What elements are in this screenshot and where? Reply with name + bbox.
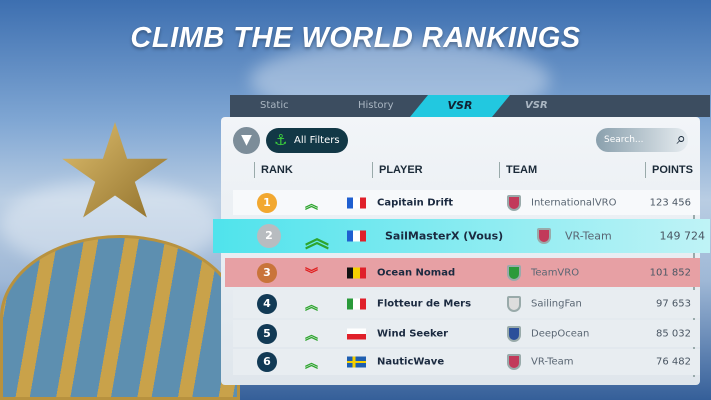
- all-filters-label: All Filters: [294, 135, 340, 146]
- table-row[interactable]: 5 ︽ Wind Seeker DeepOcean 85 032: [233, 320, 700, 347]
- rank-badge: 4: [257, 294, 277, 314]
- chevron-up-icon: ︽: [305, 298, 319, 314]
- search-placeholder: Search...: [604, 135, 644, 145]
- all-filters-button[interactable]: ⚓ All Filters: [266, 128, 348, 153]
- chevron-up-icon: ︽: [305, 224, 329, 253]
- points-value: 101 852: [649, 267, 691, 278]
- rank-badge: 3: [257, 262, 277, 283]
- table-row[interactable]: 6 ︽ NauticWave VR-Team 76 482: [233, 349, 700, 375]
- player-name[interactable]: Wind Seeker: [377, 328, 449, 339]
- tab-history[interactable]: History: [358, 100, 394, 111]
- player-name[interactable]: SailMasterX (Vous): [385, 229, 504, 243]
- rank-badge: 6: [257, 352, 277, 372]
- column-rank[interactable]: RANK: [254, 162, 293, 178]
- column-team[interactable]: TEAM: [499, 162, 537, 178]
- column-points[interactable]: POINTS: [645, 162, 693, 178]
- table-row[interactable]: 3 ︾ Ocean Nomad TeamVRO 101 852: [225, 258, 700, 287]
- points-value: 97 653: [656, 298, 691, 310]
- table-row[interactable]: 4 ︽ Flotteur de Mers SailingFan 97 653: [233, 290, 700, 318]
- chevron-up-icon: ︽: [305, 328, 319, 343]
- column-player[interactable]: PLAYER: [372, 162, 423, 178]
- team-name[interactable]: VR-Team: [531, 356, 574, 368]
- team-name[interactable]: VR-Team: [565, 229, 612, 243]
- table-row[interactable]: 1 ︽ Capitain Drift InternationalVRO 123 456: [233, 190, 700, 215]
- flag-icon: [347, 298, 366, 310]
- anchor-icon: ⚓: [274, 131, 288, 149]
- chevron-down-icon: ︾: [305, 267, 319, 282]
- search-input[interactable]: Search... ⌕: [596, 128, 688, 152]
- flag-icon: [347, 356, 366, 368]
- table-row[interactable]: 2 ︽ SailMasterX (Vous) VR-Team 149 724: [213, 219, 710, 253]
- headline: CLIMB THE WORLD RANKINGS: [130, 22, 581, 54]
- points-value: 76 482: [656, 356, 691, 368]
- chevron-up-icon: ︽: [305, 356, 319, 372]
- team-name[interactable]: InternationalVRO: [531, 197, 617, 208]
- rank-badge: 1: [257, 192, 277, 213]
- magnifier-icon[interactable]: ⌕: [676, 129, 686, 149]
- chevron-up-icon: ︽: [305, 197, 319, 212]
- team-name[interactable]: TeamVRO: [531, 267, 580, 278]
- player-name[interactable]: Ocean Nomad: [377, 267, 456, 278]
- points-value: 85 032: [656, 328, 691, 339]
- rank-badge: 5: [257, 323, 277, 344]
- team-shield-icon: [537, 228, 551, 244]
- player-name[interactable]: NauticWave: [377, 356, 445, 368]
- rank-badge: 2: [257, 224, 281, 248]
- team-shield-icon: [507, 194, 521, 211]
- tab-vsr-team[interactable]: VSR: [525, 100, 548, 111]
- flag-icon: [347, 197, 366, 208]
- tab-bar: Static History VSR VSR: [230, 95, 710, 117]
- team-shield-icon: [507, 354, 521, 370]
- golden-dome: [0, 235, 240, 400]
- player-name[interactable]: Flotteur de Mers: [377, 298, 472, 310]
- points-value: 149 724: [659, 229, 706, 243]
- flag-icon: [347, 328, 366, 339]
- flag-icon: [347, 230, 366, 242]
- player-name[interactable]: Capitain Drift: [377, 197, 454, 208]
- tab-vsr-world[interactable]: VSR: [410, 95, 510, 117]
- team-shield-icon: [507, 325, 521, 342]
- team-shield-icon: [507, 264, 521, 281]
- team-name[interactable]: SailingFan: [531, 298, 582, 310]
- flag-icon: [347, 267, 366, 278]
- team-name[interactable]: DeepOcean: [531, 328, 590, 339]
- points-value: 123 456: [649, 197, 691, 208]
- funnel-icon[interactable]: ▼: [233, 127, 260, 154]
- tab-static[interactable]: Static: [260, 100, 289, 111]
- team-shield-icon: [507, 296, 521, 312]
